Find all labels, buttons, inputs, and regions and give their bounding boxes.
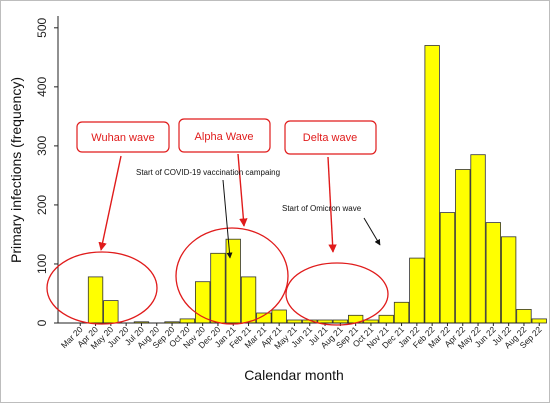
bar-mar-22 xyxy=(439,212,456,324)
bar-apr-21 xyxy=(271,309,287,324)
vaccination-annotation: Start of COVID-19 vaccination campaing xyxy=(136,168,280,177)
y-axis-title: Primary infections (frequency) xyxy=(8,77,24,263)
bar-nov-21 xyxy=(378,314,394,324)
bar-may-22 xyxy=(470,154,486,324)
y-tick-label: 300 xyxy=(35,136,49,156)
omicron-arrow xyxy=(363,217,381,246)
bar-dec-21 xyxy=(393,301,410,324)
wuhan-wave-label: Wuhan wave xyxy=(91,132,154,144)
wuhan-wave-circle xyxy=(46,251,158,325)
y-axis-ticks: 0 100 200 300 400 500 xyxy=(35,17,58,326)
bar-dec-20 xyxy=(210,252,226,324)
alpha-wave-circle xyxy=(175,227,289,325)
delta-wave-box xyxy=(284,120,377,155)
bar-jan-21 xyxy=(225,238,241,324)
bar-jul-22 xyxy=(500,236,517,324)
y-tick-label: 0 xyxy=(35,319,49,326)
bar-sep-22 xyxy=(531,318,547,324)
bar-jun-22 xyxy=(485,222,502,324)
bar-jan-22 xyxy=(409,257,425,324)
alpha-wave-box xyxy=(178,118,271,153)
bar-oct-20 xyxy=(179,318,196,324)
vaccination-arrow xyxy=(222,179,233,259)
alpha-wave-arrow xyxy=(237,153,248,227)
y-tick-label: 500 xyxy=(35,17,49,37)
y-tick-label: 400 xyxy=(35,77,49,97)
delta-wave-arrow xyxy=(327,156,337,253)
y-tick-label: 100 xyxy=(35,254,49,274)
alpha-wave-label: Alpha Wave xyxy=(195,131,254,143)
delta-wave-circle xyxy=(285,262,389,326)
y-tick-label: 200 xyxy=(35,195,49,215)
bar-feb-22 xyxy=(424,45,440,324)
wuhan-wave-arrow xyxy=(98,155,122,251)
wuhan-wave-box xyxy=(76,121,170,153)
bar-apr-22 xyxy=(455,169,471,324)
bar-apr-20 xyxy=(87,276,104,324)
bars-group xyxy=(87,45,547,324)
bar-may-20 xyxy=(103,300,119,324)
bar-feb-21 xyxy=(240,276,257,324)
x-axis-title: Calendar month xyxy=(244,367,344,383)
bar-aug-22 xyxy=(516,308,532,324)
delta-wave-label: Delta wave xyxy=(303,132,357,144)
omicron-annotation: Start of Omicron wave xyxy=(282,204,362,213)
